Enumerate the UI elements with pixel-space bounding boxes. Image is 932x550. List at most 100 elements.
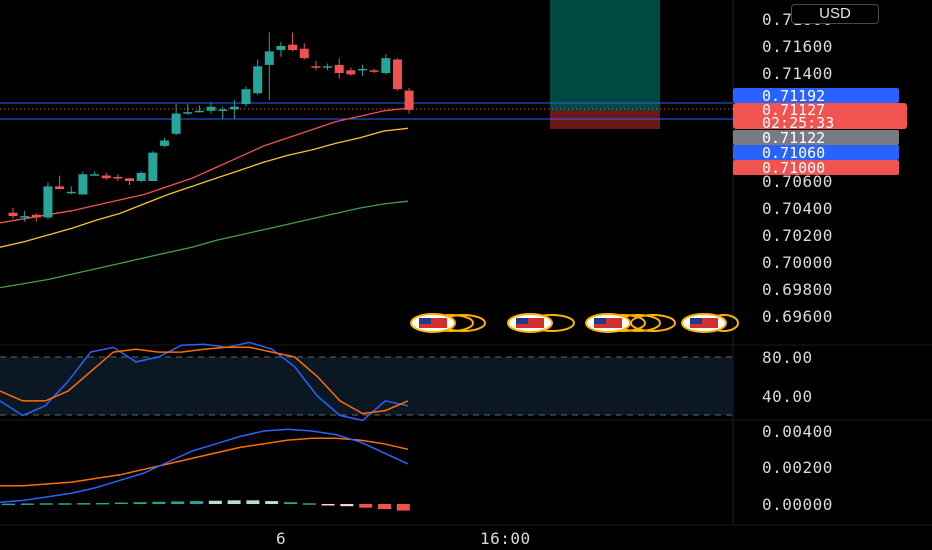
candle-body bbox=[264, 51, 274, 65]
candle-body bbox=[288, 44, 298, 51]
price-label: 0.70000 bbox=[762, 253, 833, 272]
candle-body bbox=[311, 66, 321, 68]
candle-body bbox=[31, 214, 41, 218]
macd-histogram-bar bbox=[133, 502, 147, 504]
stoch-label: 40.00 bbox=[762, 387, 813, 406]
candle-body bbox=[55, 186, 65, 190]
stoch-band bbox=[0, 357, 733, 415]
stoch-label: 80.00 bbox=[762, 348, 813, 367]
macd-histogram-bar bbox=[171, 501, 185, 504]
candle-body bbox=[206, 106, 216, 111]
candle-body bbox=[90, 174, 100, 176]
candle-body bbox=[346, 70, 356, 75]
tag-prev-close-text: 0.71122 bbox=[762, 129, 825, 147]
candlesticks bbox=[8, 32, 414, 222]
candle-body bbox=[66, 191, 76, 194]
candle-body bbox=[229, 106, 239, 110]
price-axis[interactable]: 0.71800 0.71600 0.71400 0.70600 0.70400 … bbox=[762, 10, 833, 326]
macd-histogram-bar bbox=[39, 503, 53, 505]
candle-body bbox=[20, 216, 30, 218]
price-label: 0.70400 bbox=[762, 199, 833, 218]
price-label: 0.70600 bbox=[762, 172, 833, 191]
price-tags: 0.71192 0.71127 02:25:33 0.71122 0.71060… bbox=[733, 87, 907, 177]
us-flag-event-icon[interactable] bbox=[681, 313, 739, 333]
macd-label: 0.00200 bbox=[762, 458, 833, 477]
position-loss-zone[interactable] bbox=[550, 111, 660, 129]
macd-histogram-bar bbox=[302, 503, 316, 505]
candle-body bbox=[392, 59, 402, 90]
ema-slow-line bbox=[0, 200, 409, 289]
candle-body bbox=[369, 70, 379, 72]
tag-support bbox=[733, 145, 899, 160]
macd-histogram-bar bbox=[77, 503, 91, 505]
tag-prev-close bbox=[733, 130, 899, 145]
us-flag-event-icon[interactable] bbox=[410, 313, 486, 333]
ema-fast-line bbox=[0, 107, 409, 224]
candle-body bbox=[358, 68, 367, 71]
macd-histogram-bar bbox=[396, 504, 410, 511]
price-label: 0.70200 bbox=[762, 226, 833, 245]
currency-selector[interactable]: USD bbox=[791, 4, 879, 24]
macd-histogram-bar bbox=[321, 504, 335, 506]
macd-histogram-bar bbox=[114, 502, 128, 505]
macd-histogram-bar bbox=[58, 503, 72, 505]
candle-body bbox=[8, 212, 18, 217]
macd-signal-line bbox=[0, 437, 409, 487]
macd-label: 0.00000 bbox=[762, 495, 833, 514]
candle-body bbox=[125, 178, 134, 181]
macd-histogram-bar bbox=[20, 503, 34, 505]
position-profit-zone[interactable] bbox=[550, 0, 660, 111]
macd-histogram-bar bbox=[208, 500, 222, 504]
price-label: 0.71600 bbox=[762, 37, 833, 56]
tag-last-price-text: 0.71127 bbox=[762, 101, 825, 119]
time-label: 16:00 bbox=[480, 529, 531, 548]
tag-stop bbox=[733, 160, 899, 175]
macd-histogram-bar bbox=[340, 504, 354, 507]
candle-body bbox=[404, 90, 414, 110]
stoch-d-line bbox=[0, 346, 409, 415]
macd-indicator bbox=[0, 428, 410, 511]
tag-last-price bbox=[733, 103, 907, 129]
price-label: 0.69600 bbox=[762, 307, 833, 326]
tag-resistance bbox=[733, 88, 899, 103]
candle-body bbox=[241, 89, 251, 105]
candle-body bbox=[276, 46, 286, 51]
stochastic-indicator bbox=[0, 341, 409, 422]
tag-countdown-text: 02:25:33 bbox=[762, 114, 834, 132]
macd-histogram-bar bbox=[227, 500, 241, 504]
candle-body bbox=[43, 186, 53, 218]
stoch-k-line bbox=[0, 341, 409, 422]
price-label: 0.71400 bbox=[762, 64, 833, 83]
macd-histogram-bar bbox=[190, 501, 203, 504]
price-label: 0.69800 bbox=[762, 280, 833, 299]
candle-body bbox=[218, 109, 228, 111]
us-flag-event-icon[interactable] bbox=[507, 313, 575, 333]
candle-body bbox=[183, 112, 193, 114]
candle-body bbox=[194, 110, 204, 113]
macd-histogram-bar bbox=[359, 504, 373, 508]
candle-body bbox=[148, 152, 158, 181]
macd-histogram-bar bbox=[2, 503, 15, 506]
candle-body bbox=[299, 48, 309, 59]
moving-averages bbox=[0, 107, 409, 289]
macd-histogram-bar bbox=[284, 502, 297, 504]
ema-mid-line bbox=[0, 127, 409, 248]
candle-body bbox=[136, 172, 146, 181]
macd-histogram-bar bbox=[378, 504, 391, 510]
macd-histogram-bar bbox=[152, 501, 166, 504]
candle-body bbox=[253, 66, 263, 94]
time-label: 6 bbox=[276, 529, 286, 548]
tag-stop-text: 0.71000 bbox=[762, 159, 825, 177]
candle-body bbox=[159, 140, 169, 146]
macd-histogram-bar bbox=[265, 501, 279, 504]
macd-histogram-bar bbox=[96, 502, 109, 505]
macd-label: 0.00400 bbox=[762, 422, 833, 441]
candle-body bbox=[334, 64, 344, 73]
candle-body bbox=[171, 113, 181, 134]
tag-support-text: 0.71060 bbox=[762, 144, 825, 162]
economic-events[interactable] bbox=[410, 313, 739, 333]
candle-body bbox=[381, 58, 391, 73]
us-flag-event-icon[interactable] bbox=[585, 313, 676, 333]
candle-body bbox=[101, 175, 111, 179]
